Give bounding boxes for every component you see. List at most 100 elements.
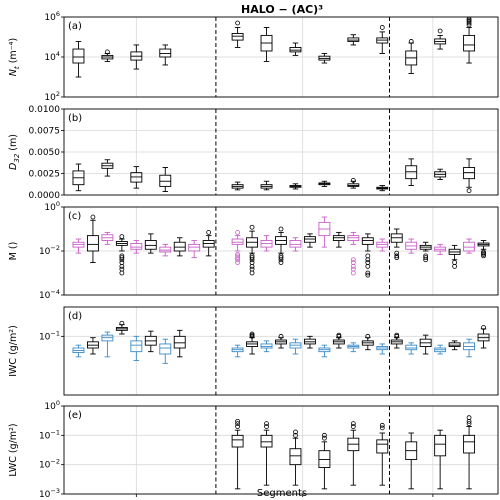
box-b-7	[318, 180, 331, 187]
box-e-6	[405, 432, 418, 490]
box-a-6	[289, 42, 302, 56]
y-axis-label: IWC (g/m²)	[8, 325, 19, 377]
box-c-15	[303, 233, 316, 248]
y-tick-label: 10−2	[39, 244, 60, 257]
box-d-15	[332, 332, 345, 349]
box-body	[463, 34, 476, 52]
outlier-point	[481, 249, 486, 255]
y-tick-label: 10−4	[39, 288, 60, 301]
panel-label: (e)	[68, 410, 82, 421]
box-c-26	[463, 238, 476, 254]
panel-label: (a)	[68, 21, 82, 32]
box-body	[448, 342, 461, 347]
y-tick-label: 100	[44, 399, 60, 412]
box-a-5	[260, 27, 273, 62]
outlier-point	[119, 260, 125, 265]
box-c-10	[231, 230, 244, 265]
box-body	[260, 434, 273, 448]
outlier-point	[365, 272, 371, 278]
y-axis-label: D32 (m)	[8, 134, 21, 170]
box-d-0	[72, 344, 85, 358]
outlier-point	[379, 25, 385, 30]
box-b-4	[231, 181, 244, 191]
outlier-point	[249, 266, 255, 272]
outlier-point	[278, 333, 284, 339]
box-b-11	[434, 168, 447, 180]
box-body	[289, 448, 302, 466]
y-tick-label: 0.0050	[29, 148, 61, 158]
box-d-7	[173, 329, 186, 358]
box-a-1	[101, 49, 114, 62]
outlier-point	[466, 188, 472, 194]
box-c-17	[332, 231, 345, 248]
y-axis-label: M ()	[8, 242, 19, 261]
box-e-8	[463, 415, 476, 490]
box-d-4	[130, 335, 143, 361]
outlier-point	[249, 253, 255, 259]
outlier-point	[408, 39, 414, 44]
box-body	[188, 243, 201, 252]
box-e-1	[260, 421, 273, 486]
panel-label: (b)	[68, 113, 82, 124]
outlier-point	[481, 325, 486, 330]
outlier-point	[350, 263, 356, 269]
outlier-point	[119, 320, 125, 326]
box-a-3	[159, 44, 172, 66]
box-e-5	[376, 422, 389, 486]
outlier-point	[466, 421, 472, 427]
box-b-2	[130, 166, 143, 189]
y-tick-label: 0.0025	[29, 170, 61, 180]
box-c-9	[202, 230, 215, 257]
box-c-14	[289, 237, 302, 252]
box-a-7	[318, 53, 331, 64]
box-d-22	[434, 344, 447, 355]
panel-frame	[63, 206, 499, 296]
box-c-12	[260, 235, 273, 252]
outlier-point	[235, 253, 241, 259]
box-c-1	[86, 214, 99, 263]
box-body	[361, 237, 374, 245]
outlier-point	[119, 234, 125, 240]
box-d-16	[347, 342, 360, 353]
outlier-point	[293, 429, 298, 435]
box-e-0	[231, 418, 244, 490]
outlier-point	[379, 425, 385, 431]
outlier-point	[119, 253, 125, 259]
box-e-3	[318, 432, 331, 490]
box-body	[144, 240, 157, 250]
y-tick-label: 104	[44, 50, 60, 63]
outlier-point	[350, 424, 356, 429]
box-b-0	[72, 163, 85, 192]
box-d-3	[115, 320, 128, 335]
box-d-9	[246, 331, 259, 355]
box-e-4	[347, 421, 360, 486]
box-c-0	[72, 238, 85, 254]
panel-label: (c)	[68, 211, 81, 222]
y-tick-label: 102	[44, 90, 60, 103]
box-b-1	[101, 159, 114, 177]
box-body	[289, 47, 302, 53]
box-b-3	[159, 167, 172, 193]
y-axis-label: LWC (g/m²)	[8, 423, 19, 476]
box-body	[173, 335, 186, 349]
box-body	[130, 340, 143, 353]
outlier-point	[466, 415, 472, 421]
outlier-point	[452, 260, 458, 265]
chart-title: HALO − (AC)³	[241, 3, 323, 16]
box-c-13	[275, 226, 287, 265]
panel-frame	[63, 306, 499, 396]
y-tick-label: 100	[44, 200, 60, 213]
y-axis-label: Nt (m⁻⁴)	[8, 38, 21, 76]
outlier-point	[278, 226, 284, 232]
outlier-point	[365, 270, 371, 276]
outlier-point	[437, 28, 443, 34]
box-d-1	[86, 337, 99, 355]
box-d-14	[318, 344, 331, 358]
box-d-25	[477, 325, 490, 349]
box-d-2	[101, 331, 114, 358]
panel-b: 0.0000 0.0025 0.0050 0.0075 0.0100 (b) D32 (m)	[8, 105, 499, 201]
outlier-point	[394, 332, 400, 338]
box-body	[159, 343, 172, 355]
outlier-point	[350, 270, 356, 276]
outlier-point	[119, 270, 125, 276]
